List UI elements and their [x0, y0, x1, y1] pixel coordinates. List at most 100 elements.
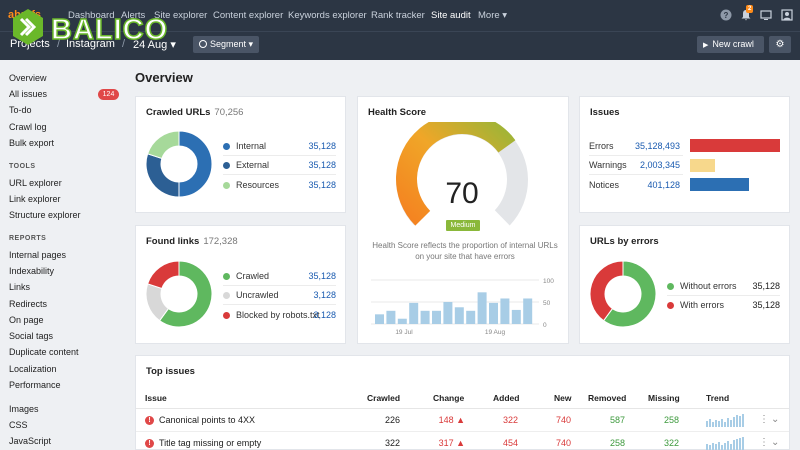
issue-label-warnings[interactable]: Warnings	[589, 160, 627, 170]
value-external[interactable]: 35,128	[308, 160, 336, 170]
issue-bar[interactable]	[690, 139, 780, 152]
nav-content-explorer[interactable]: Content explorer	[213, 10, 284, 21]
account-icon[interactable]	[780, 9, 794, 23]
sidebar-item-javascript[interactable]: JavaScript	[9, 436, 52, 446]
nav-site-explorer[interactable]: Site explorer	[154, 10, 208, 21]
legend-resources[interactable]: Resources	[223, 180, 279, 190]
sidebar-item-duplicate-content[interactable]: Duplicate content	[9, 347, 79, 357]
sidebar-item-images[interactable]: Images	[9, 404, 39, 414]
sidebar-item-localization[interactable]: Localization	[9, 364, 57, 374]
sidebar-item-indexability[interactable]: Indexability	[9, 266, 55, 276]
axis-label: 100	[543, 278, 554, 285]
divider	[589, 174, 683, 175]
sidebar-item-todo[interactable]: To-do	[9, 105, 32, 115]
chevron-down-icon[interactable]: ⌄	[771, 437, 780, 448]
issue-name[interactable]: Title tag missing or empty	[159, 438, 262, 448]
missing-cell: 322	[663, 438, 679, 448]
found-links-donut	[145, 260, 213, 328]
legend-crawled[interactable]: Crawled	[223, 271, 269, 281]
issue-label-errors[interactable]: Errors	[589, 141, 614, 151]
column-new[interactable]: New	[554, 393, 572, 403]
divider	[223, 155, 336, 156]
value-uncrawled[interactable]: 3,128	[313, 290, 336, 300]
health-score-value: 70	[445, 177, 479, 210]
column-missing[interactable]: Missing	[648, 393, 680, 403]
sidebar-item-redirects[interactable]: Redirects	[9, 299, 48, 309]
added-cell: 322	[502, 415, 518, 425]
gear-icon: ⚙	[775, 39, 785, 50]
new-cell: 740	[555, 438, 571, 448]
column-crawled[interactable]: Crawled	[367, 393, 401, 403]
issue-value-warnings[interactable]: 2,003,345	[639, 160, 680, 170]
column-change[interactable]: Change	[433, 393, 465, 403]
trend-sparkline	[706, 437, 744, 450]
column-added[interactable]: Added	[493, 393, 520, 403]
legend-with-errors[interactable]: With errors	[667, 300, 724, 310]
value-internal[interactable]: 35,128	[308, 141, 336, 151]
value-with-errors[interactable]: 35,128	[752, 300, 780, 310]
row-divider	[136, 431, 789, 432]
sidebar-item-crawl-log[interactable]: Crawl log	[9, 122, 47, 132]
health-score-gauge	[396, 122, 528, 226]
donut-segment	[146, 260, 180, 290]
value-resources[interactable]: 35,128	[308, 180, 336, 190]
history-bar	[409, 302, 419, 324]
value-without-errors[interactable]: 35,128	[752, 281, 780, 291]
divider	[223, 174, 336, 175]
sidebar-item-all-issues[interactable]: All issues	[9, 89, 48, 99]
sidebar-item-links[interactable]: Links	[9, 282, 31, 292]
monitor-icon[interactable]	[759, 9, 773, 23]
sidebar-item-url-explorer[interactable]: URL explorer	[9, 178, 62, 188]
issue-bar[interactable]	[690, 158, 716, 172]
chevron-down-icon[interactable]: ⌄	[771, 414, 780, 425]
divider	[223, 304, 336, 305]
more-options-icon[interactable]: ⋮	[759, 414, 769, 425]
nav-site-audit[interactable]: Site audit	[431, 10, 471, 21]
legend-blocked[interactable]: Blocked by robots.txt	[223, 310, 320, 320]
segment-button[interactable]: Segment ▾	[193, 36, 259, 53]
sidebar-item-performance[interactable]: Performance	[9, 380, 61, 390]
sidebar-item-bulk-export[interactable]: Bulk export	[9, 138, 55, 148]
issue-label-notices[interactable]: Notices	[589, 180, 620, 190]
column-issue[interactable]: Issue	[145, 393, 167, 403]
legend-external[interactable]: External	[223, 160, 269, 170]
sidebar-item-link-explorer[interactable]: Link explorer	[9, 194, 61, 204]
value-crawled[interactable]: 35,128	[308, 271, 336, 281]
settings-button[interactable]: ⚙	[769, 36, 791, 53]
sidebar-item-css[interactable]: CSS	[9, 420, 28, 430]
nav-more[interactable]: More ▾	[478, 10, 508, 21]
sidebar-item-structure-explorer[interactable]: Structure explorer	[9, 210, 81, 220]
new-crawl-button[interactable]: ▶ New crawl	[697, 36, 764, 53]
legend-uncrawled[interactable]: Uncrawled	[223, 290, 279, 300]
legend-dot-blocked	[223, 312, 230, 319]
found-links-total: 172,328	[203, 236, 238, 247]
breadcrumb-projects[interactable]: Projects	[10, 38, 50, 50]
value-blocked[interactable]: 3,128	[313, 310, 336, 320]
column-removed[interactable]: Removed	[588, 393, 627, 403]
issue-bar[interactable]	[690, 178, 750, 191]
breadcrumb-project[interactable]: Instagram	[66, 38, 115, 50]
breadcrumb-separator: /	[57, 38, 61, 50]
nav-keywords-explorer[interactable]: Keywords explorer	[288, 10, 367, 21]
column-trend[interactable]: Trend	[706, 393, 730, 403]
sidebar-item-internal-pages[interactable]: Internal pages	[9, 250, 67, 260]
legend-without-errors[interactable]: Without errors	[667, 281, 737, 291]
nav-alerts[interactable]: Alerts	[121, 10, 146, 21]
sidebar-item-overview[interactable]: Overview	[9, 73, 47, 83]
issues-bar-group	[690, 139, 780, 199]
more-options-icon[interactable]: ⋮	[759, 437, 769, 448]
nav-rank-tracker[interactable]: Rank tracker	[371, 10, 425, 21]
issue-value-notices[interactable]: 401,128	[647, 180, 680, 190]
crawl-date-select[interactable]: 24 Aug ▾	[133, 39, 176, 51]
nav-dashboard[interactable]: Dashboard	[68, 10, 115, 21]
help-icon[interactable]: ?	[719, 9, 733, 23]
sidebar-item-on-page[interactable]: On page	[9, 315, 44, 325]
top-issues-title: Top issues	[146, 366, 195, 377]
issue-value-errors[interactable]: 35,128,493	[634, 141, 680, 151]
sidebar-item-social-tags[interactable]: Social tags	[9, 331, 54, 341]
legend-internal[interactable]: Internal	[223, 141, 266, 151]
new-crawl-label: New crawl	[712, 39, 754, 49]
issue-name[interactable]: Canonical points to 4XX	[159, 415, 256, 425]
urls-by-errors-title: URLs by errors	[590, 236, 659, 247]
crawled-urls-title: Crawled URLs 70,256	[146, 107, 244, 118]
